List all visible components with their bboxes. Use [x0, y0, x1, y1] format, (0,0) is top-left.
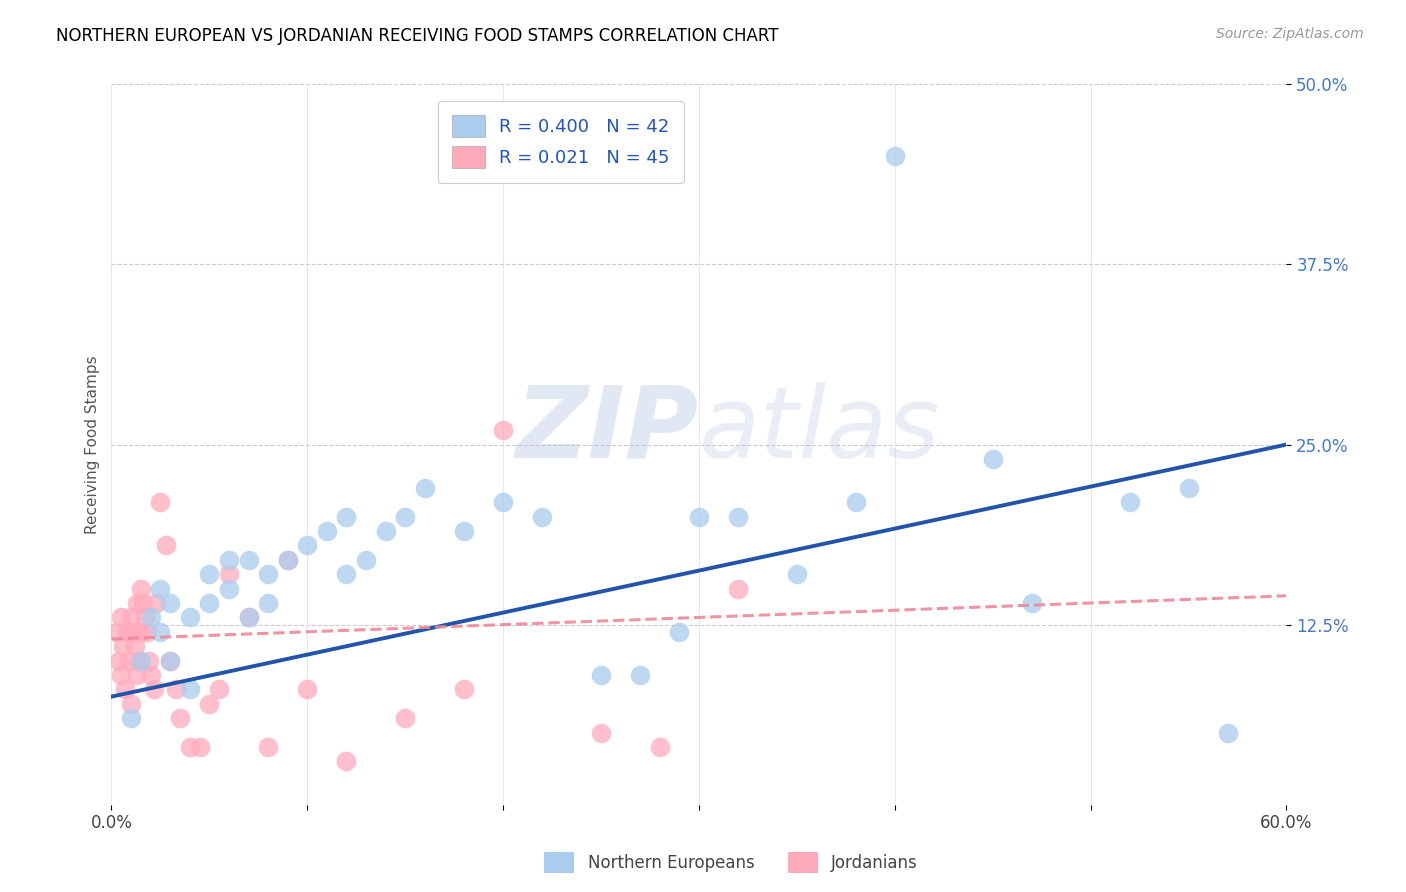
Point — [413, 481, 436, 495]
Point — [198, 697, 221, 711]
Point — [589, 725, 612, 739]
Point — [668, 624, 690, 639]
Point — [135, 624, 157, 639]
Point — [110, 610, 132, 624]
Point — [125, 596, 148, 610]
Point — [492, 423, 515, 437]
Point — [238, 553, 260, 567]
Point — [589, 668, 612, 682]
Point — [112, 639, 135, 653]
Point — [883, 149, 905, 163]
Y-axis label: Receiving Food Stamps: Receiving Food Stamps — [86, 355, 100, 534]
Point — [277, 553, 299, 567]
Point — [1216, 725, 1239, 739]
Point — [149, 624, 172, 639]
Point — [179, 740, 201, 755]
Point — [297, 538, 319, 552]
Point — [198, 567, 221, 582]
Text: Source: ZipAtlas.com: Source: ZipAtlas.com — [1216, 27, 1364, 41]
Point — [118, 654, 141, 668]
Text: ZIP: ZIP — [516, 382, 699, 479]
Point — [648, 740, 671, 755]
Point — [138, 654, 160, 668]
Point — [120, 610, 142, 624]
Point — [297, 682, 319, 697]
Point — [374, 524, 396, 538]
Point — [335, 755, 357, 769]
Point — [453, 524, 475, 538]
Point — [129, 654, 152, 668]
Point — [198, 596, 221, 610]
Point — [1177, 481, 1199, 495]
Legend: Northern Europeans, Jordanians: Northern Europeans, Jordanians — [537, 846, 925, 880]
Point — [128, 654, 150, 668]
Point — [139, 668, 162, 682]
Point — [114, 682, 136, 697]
Point — [727, 582, 749, 596]
Point — [120, 697, 142, 711]
Point — [335, 567, 357, 582]
Text: NORTHERN EUROPEAN VS JORDANIAN RECEIVING FOOD STAMPS CORRELATION CHART: NORTHERN EUROPEAN VS JORDANIAN RECEIVING… — [56, 27, 779, 45]
Point — [786, 567, 808, 582]
Point — [981, 452, 1004, 467]
Point — [125, 668, 148, 682]
Point — [1021, 596, 1043, 610]
Point — [110, 668, 132, 682]
Point — [335, 509, 357, 524]
Point — [122, 624, 145, 639]
Point — [208, 682, 231, 697]
Point — [257, 740, 280, 755]
Point — [115, 624, 138, 639]
Point — [159, 654, 181, 668]
Point — [218, 582, 240, 596]
Point — [354, 553, 377, 567]
Point — [277, 553, 299, 567]
Point — [108, 654, 131, 668]
Point — [179, 682, 201, 697]
Point — [453, 682, 475, 697]
Point — [238, 610, 260, 624]
Point — [845, 495, 868, 509]
Point — [257, 596, 280, 610]
Point — [132, 596, 155, 610]
Point — [727, 509, 749, 524]
Point — [105, 624, 128, 639]
Point — [238, 610, 260, 624]
Point — [394, 509, 416, 524]
Point — [124, 639, 146, 653]
Point — [155, 538, 177, 552]
Point — [315, 524, 337, 538]
Point — [179, 610, 201, 624]
Point — [143, 682, 166, 697]
Point — [169, 711, 191, 725]
Point — [1119, 495, 1142, 509]
Point — [149, 495, 172, 509]
Point — [149, 582, 172, 596]
Point — [159, 654, 181, 668]
Point — [531, 509, 554, 524]
Text: atlas: atlas — [699, 382, 941, 479]
Point — [628, 668, 651, 682]
Point — [394, 711, 416, 725]
Point — [145, 596, 167, 610]
Point — [159, 596, 181, 610]
Point — [188, 740, 211, 755]
Point — [218, 553, 240, 567]
Point — [218, 567, 240, 582]
Point — [134, 610, 156, 624]
Point — [120, 711, 142, 725]
Point — [129, 624, 152, 639]
Point — [492, 495, 515, 509]
Point — [165, 682, 187, 697]
Point — [688, 509, 710, 524]
Point — [257, 567, 280, 582]
Point — [129, 582, 152, 596]
Point — [139, 610, 162, 624]
Legend: R = 0.400   N = 42, R = 0.021   N = 45: R = 0.400 N = 42, R = 0.021 N = 45 — [437, 101, 683, 183]
